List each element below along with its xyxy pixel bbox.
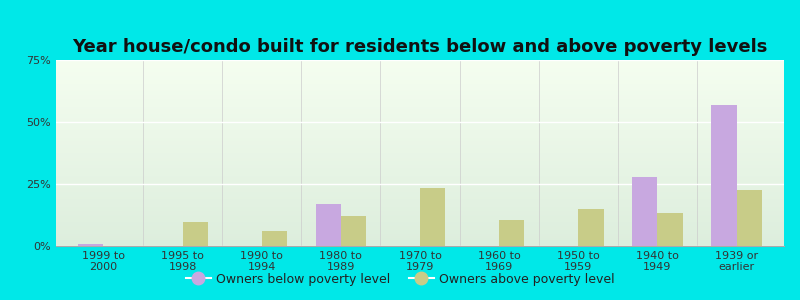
- Bar: [578, 209, 603, 246]
- Bar: [632, 177, 658, 246]
- Title: Year house/condo built for residents below and above poverty levels: Year house/condo built for residents bel…: [72, 38, 768, 56]
- Legend: Owners below poverty level, Owners above poverty level: Owners below poverty level, Owners above…: [181, 268, 619, 291]
- Bar: [78, 244, 103, 246]
- Bar: [420, 188, 446, 246]
- Bar: [711, 105, 737, 246]
- Bar: [737, 190, 762, 246]
- Bar: [499, 220, 525, 246]
- Bar: [341, 216, 366, 246]
- Bar: [182, 222, 208, 246]
- Bar: [315, 204, 341, 246]
- Bar: [658, 212, 682, 246]
- Bar: [262, 231, 287, 246]
